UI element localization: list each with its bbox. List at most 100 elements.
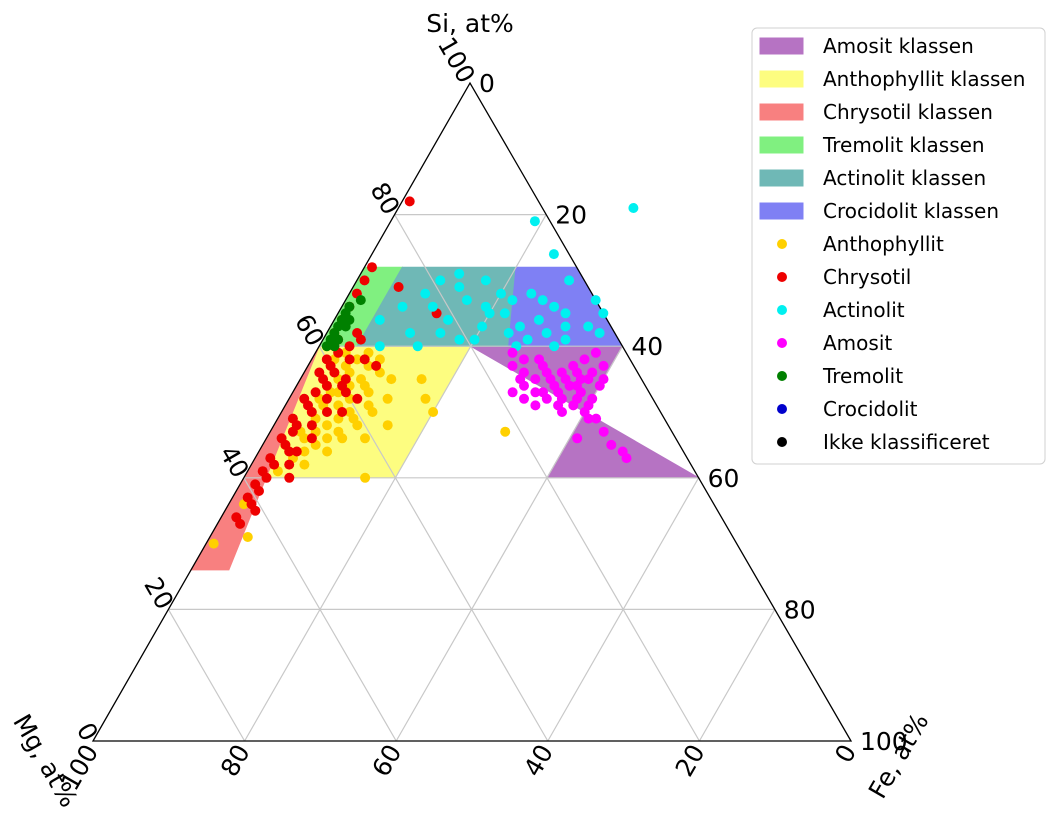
point-tremolit (321, 341, 332, 352)
point-anthophyllit (333, 426, 344, 437)
legend-label-crocidolit: Crocidolit (823, 397, 918, 421)
point-amosit (530, 374, 541, 385)
point-actinolit (583, 321, 594, 332)
class-regions (190, 266, 701, 571)
point-anthophyllit (360, 472, 371, 483)
point-actinolit (598, 308, 609, 319)
point-chrysotil (352, 328, 363, 338)
grid-lines (167, 214, 776, 742)
point-tremolit (329, 341, 340, 352)
gridline-mg-40 (318, 345, 549, 742)
gridline-fe-80 (698, 609, 776, 742)
legend-marker-crocidolit (777, 404, 787, 414)
point-actinolit (435, 328, 446, 338)
point-actinolit (537, 295, 548, 306)
legend-label-anthophyllit: Anthophyllit (823, 232, 944, 256)
point-actinolit (374, 341, 385, 352)
point-chrysotil (322, 407, 332, 417)
point-amosit (598, 374, 609, 385)
point-actinolit (420, 288, 431, 299)
legend-swatch-crocidolit-klassen (759, 202, 804, 220)
legend-label-anthophyllit-klassen: Anthophyllit klassen (823, 67, 1025, 91)
point-actinolit (549, 341, 560, 352)
triangle-frame (91, 81, 853, 742)
point-anthophyllit (356, 374, 366, 385)
point-amosit (534, 354, 545, 365)
point-actinolit (469, 334, 480, 345)
tick-top-0: 0 (71, 718, 104, 746)
point-chrysotil (393, 282, 404, 292)
point-chrysotil (261, 472, 272, 483)
tick-left-80: 80 (215, 740, 256, 782)
point-amosit (606, 439, 617, 450)
point-actinolit (496, 288, 506, 299)
point-actinolit (560, 308, 571, 319)
point-anthophyllit (322, 420, 332, 431)
point-anthophyllit (382, 393, 393, 404)
point-amosit (507, 387, 518, 398)
point-actinolit (405, 328, 416, 338)
tick-left-40: 40 (518, 740, 559, 782)
point-amosit (572, 433, 583, 444)
legend-label-actinolit: Actinolit (823, 298, 905, 322)
tick-right-0: 0 (479, 69, 495, 98)
tick-left-0: 0 (829, 740, 862, 768)
point-amosit (519, 380, 529, 391)
point-amosit (621, 453, 632, 464)
point-anthophyllit (299, 446, 310, 457)
point-chrysotil (367, 262, 377, 273)
point-actinolit (484, 308, 495, 319)
point-actinolit (477, 321, 488, 332)
point-amosit (583, 413, 594, 424)
point-chrysotil (250, 505, 261, 516)
point-anthophyllit (352, 354, 363, 365)
point-amosit (568, 400, 579, 411)
point-actinolit (533, 314, 544, 325)
point-amosit (568, 360, 579, 371)
triangle-outline (91, 81, 853, 742)
point-amosit (598, 360, 609, 371)
legend-marker-amosit (777, 338, 787, 348)
legend-swatch-amosit-klassen (759, 37, 804, 55)
point-anthophyllit (299, 459, 310, 470)
tick-right-100: 100 (860, 727, 908, 756)
tick-right-80: 80 (784, 595, 816, 624)
tick-left-20: 20 (670, 740, 711, 782)
point-actinolit (397, 301, 408, 312)
point-chrysotil (404, 196, 415, 207)
point-actinolit (507, 295, 518, 306)
point-anthophyllit (344, 407, 355, 417)
point-actinolit (454, 334, 465, 345)
point-actinolit (374, 314, 385, 325)
point-actinolit (548, 249, 559, 260)
top-axis-label: Si, at% (426, 9, 514, 38)
point-anthophyllit (386, 374, 397, 385)
point-chrysotil (359, 354, 370, 365)
tick-top-100: 100 (432, 32, 481, 88)
point-chrysotil (284, 446, 295, 457)
point-amosit (557, 407, 567, 417)
legend-marker-tremolit (777, 371, 787, 381)
point-anthophyllit (428, 407, 439, 417)
point-amosit (530, 387, 541, 398)
tick-top-20: 20 (138, 572, 179, 614)
point-anthophyllit (208, 538, 219, 549)
tick-right-20: 20 (555, 201, 587, 230)
point-actinolit (480, 275, 491, 286)
point-chrysotil (235, 518, 246, 529)
legend-label-amosit-klassen: Amosit klassen (823, 34, 974, 58)
point-chrysotil (306, 420, 317, 431)
point-anthophyllit (363, 400, 374, 411)
point-actinolit (522, 334, 533, 345)
point-anthophyllit (242, 532, 253, 542)
legend-label-tremolit-klassen: Tremolit klassen (822, 133, 985, 157)
tick-left-60: 60 (366, 740, 407, 782)
point-tremolit (344, 314, 355, 325)
point-chrysotil (254, 486, 264, 496)
tick-right-60: 60 (708, 464, 740, 493)
gridline-mg-60 (243, 477, 397, 742)
legend-label-actinolit-klassen: Actinolit klassen (823, 166, 986, 190)
point-anthophyllit (322, 446, 333, 457)
point-actinolit (435, 275, 446, 286)
point-actinolit (560, 321, 571, 332)
